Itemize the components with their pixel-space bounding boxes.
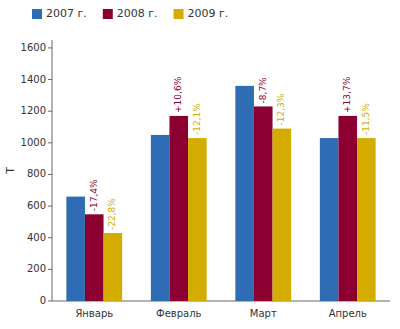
legend-label: 2009 г.	[188, 7, 229, 20]
bar	[188, 138, 207, 301]
legend-swatch	[32, 9, 42, 19]
y-tick-label: 1400	[21, 74, 46, 85]
y-tick	[48, 79, 52, 80]
bar	[338, 116, 357, 301]
x-tick-label: Март	[250, 308, 277, 319]
y-tick	[48, 237, 52, 238]
x-tick-label: Апрель	[329, 308, 367, 319]
annotation: +10,6%	[173, 76, 183, 113]
y-tick-label: 1200	[21, 105, 46, 116]
bar	[357, 138, 376, 301]
annotation: -12,1%	[192, 103, 202, 135]
y-tick-label: 1600	[21, 42, 46, 53]
x-tick-label: Февраль	[156, 308, 202, 319]
bars	[66, 86, 375, 301]
y-tick-label: 1000	[21, 137, 46, 148]
y-tick	[48, 111, 52, 112]
y-tick-label: 0	[40, 295, 46, 306]
legend-swatch	[103, 9, 113, 19]
y-tick	[48, 301, 52, 302]
y-tick-label: 600	[27, 200, 46, 211]
y-tick-label: 800	[27, 168, 46, 179]
bar	[66, 197, 85, 301]
bar	[320, 138, 339, 301]
y-axis: 0 200 400 600 800 1000 1200 1400 1600	[21, 40, 52, 306]
bar	[169, 116, 188, 301]
y-axis-label: Т	[4, 167, 17, 175]
bar	[254, 106, 273, 301]
bar	[235, 86, 254, 301]
legend: 2007 г. 2008 г. 2009 г.	[32, 7, 228, 20]
bar	[85, 214, 104, 301]
y-tick	[48, 269, 52, 270]
y-tick-label: 400	[27, 232, 46, 243]
y-tick	[48, 47, 52, 48]
y-tick	[48, 174, 52, 175]
annotation: -8,7%	[258, 77, 268, 104]
bar	[104, 233, 123, 301]
annotation: -12,3%	[276, 93, 286, 125]
chart-svg: 0 200 400 600 800 1000 1200 1400 1600 Т Январь Февр…	[0, 0, 400, 329]
annotation: +13,7%	[342, 76, 352, 113]
annotation: -11,5%	[361, 103, 371, 135]
chart-container: 0 200 400 600 800 1000 1200 1400 1600 Т Январь Февр…	[0, 0, 400, 329]
bar	[151, 135, 170, 301]
legend-label: 2008 г.	[117, 7, 158, 20]
y-tick	[48, 142, 52, 143]
legend-label: 2007 г.	[46, 7, 87, 20]
x-tick-label: Январь	[75, 308, 113, 319]
annotation: -17,4%	[89, 179, 99, 211]
y-tick-label: 200	[27, 263, 46, 274]
y-tick	[48, 206, 52, 207]
annotation: -22,8%	[107, 198, 117, 230]
y-axis-line	[52, 40, 53, 301]
bar	[273, 129, 292, 301]
annotations: -17,4% +10,6% -8,7% +13,7% -22,8% -12,1% -12,3…	[89, 76, 371, 230]
legend-swatch	[174, 9, 184, 19]
